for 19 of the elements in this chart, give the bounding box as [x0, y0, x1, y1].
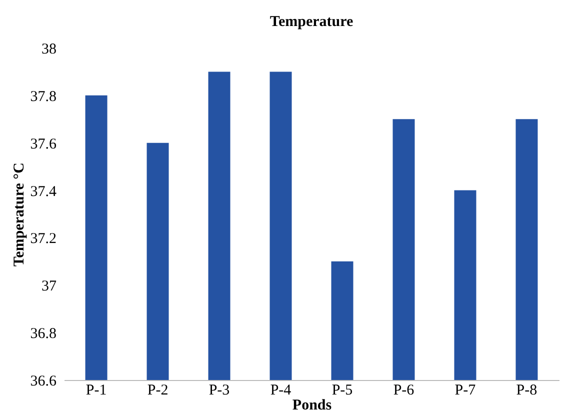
x-tick-label: P-7 [454, 382, 476, 398]
y-tick-label: 37.2 [30, 231, 56, 248]
x-tick-label: P-5 [332, 382, 353, 398]
y-axis-title: Temperature °C [11, 162, 28, 266]
y-tick-label: 37.6 [30, 136, 57, 152]
x-axis-title: Ponds [292, 398, 332, 414]
y-tick-label: 37.4 [30, 184, 57, 200]
chart-title: Temperature [270, 14, 354, 30]
x-tick-label: P-4 [270, 382, 292, 398]
x-tick-label: P-8 [516, 382, 538, 398]
y-tick-label: 37.8 [30, 88, 56, 105]
x-tick-label: P-1 [86, 382, 107, 398]
y-tick-label: 37 [42, 278, 57, 295]
x-tick-label: P-2 [147, 382, 168, 398]
x-tick-label: P-6 [393, 382, 415, 398]
y-tick-label: 36.6 [30, 374, 57, 390]
x-tick-label: P-3 [208, 382, 230, 398]
y-tick-label: 38 [42, 42, 56, 58]
y-tick-label: 36.8 [30, 326, 56, 342]
